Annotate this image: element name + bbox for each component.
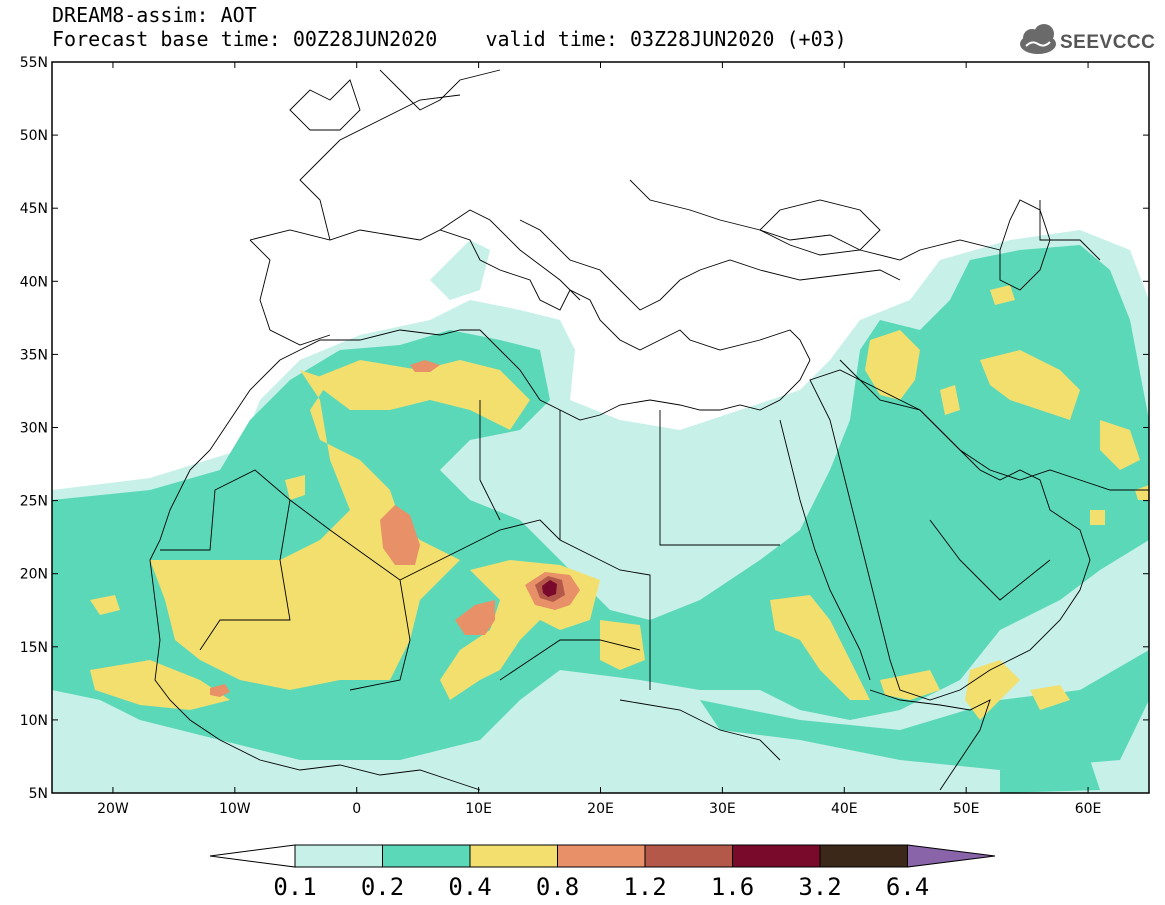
lon-tick-label: 20E [587, 801, 614, 817]
lat-tick-label: 55N [20, 55, 48, 71]
seevccc-logo: SEEVCCC [1020, 24, 1155, 54]
lat-tick-label: 50N [20, 128, 48, 144]
lon-tick-label: 40E [831, 801, 858, 817]
lat-tick-label: 5N [29, 786, 48, 802]
lon-tick-label: 10E [465, 801, 492, 817]
lat-tick-label: 40N [20, 274, 48, 290]
lat-tick-label: 45N [20, 201, 48, 217]
lat-tick-label: 10N [20, 713, 48, 729]
logo-text: SEEVCCC [1060, 32, 1155, 53]
lat-tick-label: 25N [20, 494, 48, 510]
lat-tick-label: 35N [20, 347, 48, 363]
lon-tick-label: 30E [709, 801, 736, 817]
longitude-axis: 20W 10W 0 10E 20E 30E 40E 50E 60E [97, 62, 1101, 817]
aot-band-1.6 [542, 580, 557, 597]
coastlines-borders [149, 69, 1149, 791]
lat-tick-label: 20N [20, 567, 48, 583]
latitude-axis: 55N 50N 45N 40N 35N 30N 25N 20N 15N 10N 5N [20, 55, 1149, 802]
map-title: DREAM8-assim: AOT [52, 3, 257, 27]
cloud-icon [1020, 24, 1056, 54]
lat-tick-label: 30N [20, 421, 48, 437]
lon-tick-label: 10W [219, 801, 251, 817]
lon-tick-label: 0 [352, 801, 361, 817]
lon-tick-label: 20W [97, 801, 129, 817]
lon-tick-label: 50E [953, 801, 980, 817]
lat-tick-label: 15N [20, 640, 48, 656]
aot-contour-fields [52, 62, 1149, 793]
lon-tick-label: 60E [1075, 801, 1102, 817]
forecast-time-subtitle: Forecast base time: 00Z28JUN2020 valid t… [52, 27, 847, 51]
